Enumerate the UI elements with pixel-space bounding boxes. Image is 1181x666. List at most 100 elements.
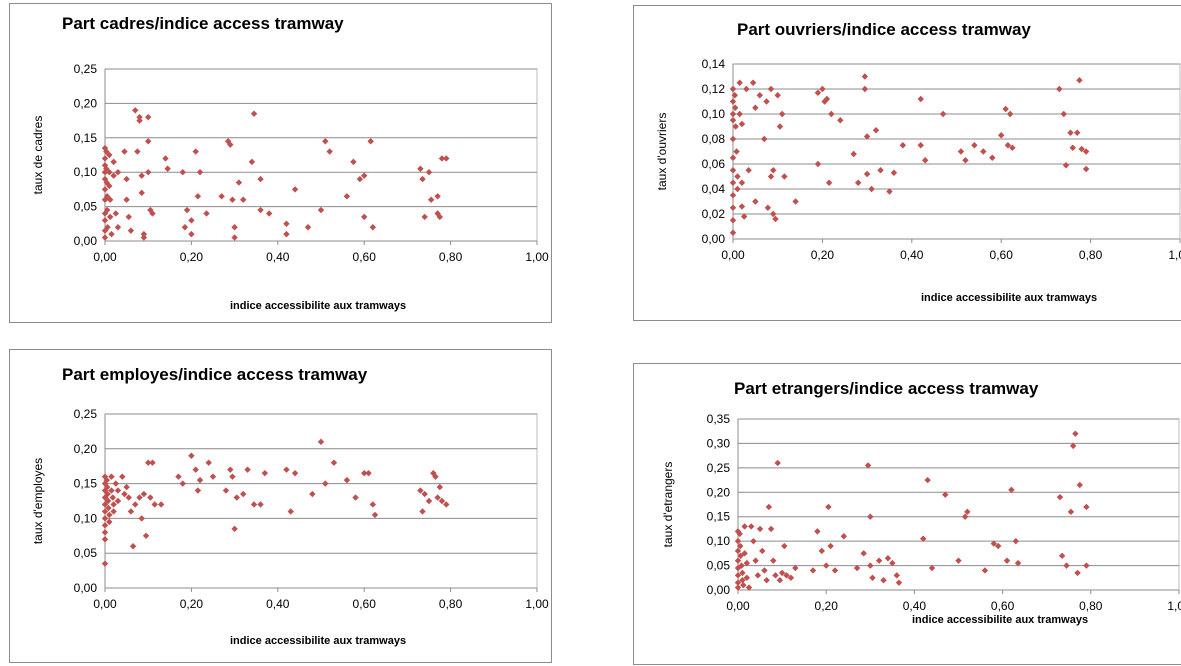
data-point bbox=[924, 476, 931, 484]
data-point bbox=[101, 196, 109, 203]
x-tick-label: 0,60 bbox=[990, 248, 1014, 262]
x-axis-label: indice accessibilite aux tramways bbox=[912, 614, 1088, 626]
chart-panel-etrangers: 0,00 0,05 0,10 0,15 0,20 0,25 0,30 0,35 0,00 0,20… bbox=[633, 363, 1181, 665]
x-tick-label: 0,80 bbox=[439, 250, 463, 264]
y-axis-label: taux d'ouvriers bbox=[655, 113, 669, 191]
data-point bbox=[748, 523, 755, 530]
data-point bbox=[229, 196, 236, 203]
data-point bbox=[108, 473, 115, 480]
data-point bbox=[770, 167, 777, 174]
data-point bbox=[203, 210, 210, 217]
x-axis-label: indice accessibilite aux tramways bbox=[230, 635, 406, 647]
data-point bbox=[884, 555, 892, 562]
data-point bbox=[868, 185, 875, 193]
data-point bbox=[734, 547, 742, 555]
data-point bbox=[899, 142, 907, 149]
data-point bbox=[240, 196, 247, 203]
x-tick-label: 0,20 bbox=[180, 250, 204, 264]
data-point bbox=[365, 469, 372, 477]
data-point bbox=[291, 469, 299, 477]
data-point bbox=[250, 501, 258, 508]
data-point bbox=[108, 230, 115, 238]
x-axis-label: indice accessibilite aux tramways bbox=[921, 292, 1097, 304]
data-point bbox=[304, 224, 312, 231]
y-tick-label: 0,10 bbox=[74, 511, 98, 525]
data-point bbox=[850, 150, 857, 158]
data-point bbox=[127, 508, 135, 515]
data-point bbox=[123, 196, 130, 203]
data-point bbox=[121, 148, 128, 155]
data-point bbox=[192, 466, 199, 473]
x-axis-label: indice accessibilite aux tramways bbox=[230, 300, 406, 312]
data-point bbox=[112, 210, 119, 217]
data-point bbox=[765, 503, 773, 511]
data-point bbox=[101, 234, 109, 241]
data-point bbox=[106, 213, 114, 221]
data-point bbox=[125, 494, 132, 501]
data-point bbox=[942, 491, 949, 498]
data-point bbox=[792, 564, 799, 572]
y-tick-label: 0,00 bbox=[74, 581, 98, 595]
data-point bbox=[129, 543, 137, 550]
data-point bbox=[734, 537, 742, 545]
data-point bbox=[179, 480, 186, 487]
data-point bbox=[140, 234, 148, 241]
data-point bbox=[781, 542, 788, 550]
data-point bbox=[776, 123, 784, 130]
data-point bbox=[432, 473, 439, 480]
data-point bbox=[108, 487, 115, 494]
data-point bbox=[343, 476, 351, 484]
data-point bbox=[114, 497, 122, 505]
data-point bbox=[367, 138, 374, 145]
chart-title: Part ouvriers/indice access tramway bbox=[737, 20, 1031, 39]
data-point bbox=[112, 480, 119, 487]
data-point bbox=[759, 547, 766, 555]
data-point bbox=[222, 487, 230, 494]
data-point bbox=[194, 487, 202, 494]
chart-panel-cadres: 0,00 0,05 0,10 0,15 0,20 0,25 0,00 0,20 0,40 0,60… bbox=[9, 3, 552, 323]
data-point bbox=[140, 490, 148, 498]
data-point bbox=[192, 148, 199, 155]
data-point bbox=[265, 210, 273, 217]
data-point bbox=[443, 155, 450, 162]
data-point bbox=[729, 85, 737, 93]
y-tick-label: 0,05 bbox=[74, 200, 98, 214]
y-tick-label: 0,08 bbox=[702, 132, 726, 146]
data-point bbox=[151, 501, 158, 508]
data-point bbox=[164, 165, 171, 172]
data-point bbox=[369, 501, 377, 508]
x-tick-label: 1,00 bbox=[525, 250, 549, 264]
data-point bbox=[103, 483, 111, 491]
y-tick-label: 0,15 bbox=[74, 477, 98, 491]
data-point bbox=[734, 564, 742, 572]
scatter-chart-etrangers: 0,00 0,05 0,10 0,15 0,20 0,25 0,30 0,35 0,00 0,20… bbox=[661, 379, 1181, 626]
y-tick-label: 0,25 bbox=[707, 461, 731, 475]
data-point bbox=[928, 564, 936, 572]
x-tick-label: 0,40 bbox=[903, 599, 927, 613]
data-point bbox=[235, 179, 243, 186]
data-point bbox=[101, 487, 109, 494]
data-point bbox=[438, 155, 446, 162]
y-tick-label: 0,15 bbox=[74, 131, 98, 145]
data-point bbox=[101, 186, 109, 193]
data-point bbox=[1067, 129, 1074, 136]
data-point bbox=[361, 172, 368, 179]
data-point bbox=[436, 483, 443, 491]
data-point bbox=[1082, 165, 1090, 173]
data-point bbox=[443, 501, 450, 508]
data-point bbox=[361, 213, 368, 221]
y-tick-label: 0,25 bbox=[74, 407, 98, 421]
data-point bbox=[125, 213, 132, 221]
data-point bbox=[869, 574, 876, 581]
data-point bbox=[814, 528, 821, 535]
data-point bbox=[740, 581, 747, 589]
data-point bbox=[875, 557, 883, 564]
data-point bbox=[425, 497, 433, 505]
data-point bbox=[145, 169, 152, 176]
data-point bbox=[419, 175, 426, 183]
scatter-chart-cadres: 0,00 0,05 0,10 0,15 0,20 0,25 0,00 0,20 0,40 0,60… bbox=[31, 14, 549, 312]
data-point bbox=[994, 542, 1002, 550]
scatter-chart-ouvriers: 0,00 0,02 0,04 0,06 0,08 0,10 0,12 0,14 0,00 0,20… bbox=[655, 20, 1181, 304]
data-point bbox=[205, 459, 212, 466]
data-point bbox=[737, 542, 744, 550]
